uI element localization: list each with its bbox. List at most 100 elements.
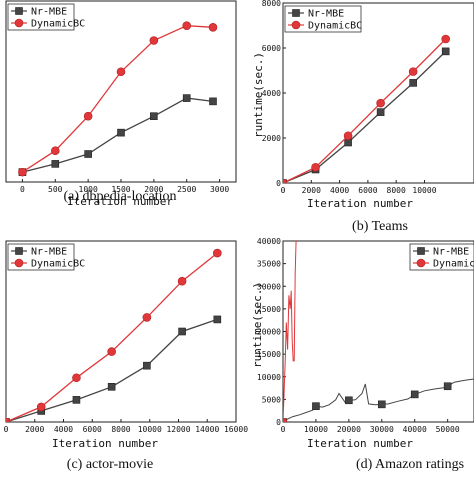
legend-label: Nr-MBE — [31, 7, 67, 18]
data-point-dynamicbc — [343, 131, 353, 141]
data-point-nr-mbe — [344, 138, 352, 147]
legend-marker — [292, 9, 300, 17]
legend-marker — [416, 258, 426, 268]
caption-c: (c) actor-movie — [67, 457, 153, 472]
y-tick-label: 20000 — [257, 328, 281, 337]
data-point-dynamicbc — [116, 67, 126, 77]
legend-marker — [14, 18, 24, 28]
data-point-dynamicbc — [376, 98, 385, 108]
xlabel-d: Iteration number — [307, 437, 413, 450]
ylabel-b: runtime(sec.) — [252, 52, 265, 138]
data-point-nr-mbe — [441, 47, 450, 56]
x-tick-label: 4000 — [330, 186, 349, 195]
x-tick-label: 2000 — [144, 185, 163, 194]
xlabel-a: Iteration number — [67, 195, 173, 208]
y-tick-label: 30000 — [257, 282, 281, 291]
data-point-nr-mbe — [107, 383, 116, 391]
data-point-dynamicbc — [441, 34, 451, 44]
data-point-dynamicbc — [213, 248, 222, 258]
x-tick-label: 0 — [281, 425, 286, 434]
y-tick-label: 40000 — [257, 237, 281, 246]
y-tick-label: 15000 — [257, 350, 281, 359]
plot-2: 0 2000 4000 6000 8000 10000 12000 14000 16000 Nr-… — [4, 240, 248, 434]
data-point-nr-mbe — [143, 361, 151, 370]
caption-d: (d) Amazon ratings — [356, 457, 464, 472]
x-tick-label: 20000 — [337, 425, 361, 434]
legend-label: DynamicBC — [31, 259, 85, 270]
x-tick-label: 6000 — [83, 425, 102, 434]
plot-1: 0 2000 4000 6000 8000 1000002000400060008000N… — [262, 0, 474, 195]
data-point-dynamicbc — [6, 417, 11, 422]
series-line-nr-mbe — [283, 378, 474, 422]
x-tick-label: 0 — [20, 185, 25, 194]
data-point-nr-mbe — [443, 382, 452, 391]
caption-a: (a) dbpedia-location — [63, 189, 176, 204]
y-tick-label: 2000 — [262, 134, 281, 143]
data-point-nr-mbe — [117, 128, 125, 137]
panel-b: (b) Teams Iteration number runtime(sec.) — [252, 52, 413, 234]
data-point-dynamicbc — [208, 23, 218, 32]
x-tick-label: 14000 — [195, 425, 219, 434]
series-layer — [18, 21, 218, 177]
data-point-nr-mbe — [182, 94, 191, 102]
xlabel-b: Iteration number — [307, 197, 413, 210]
y-tick-label: 5000 — [262, 395, 281, 404]
caption-b: (b) Teams — [352, 219, 408, 234]
x-tick-label: 1500 — [111, 185, 130, 194]
ylabel-d: runtime(sec.) — [251, 282, 264, 368]
series-line-dynamicbc — [283, 38, 447, 183]
legend-label: DynamicBC — [31, 19, 85, 30]
x-tick-label: 30000 — [370, 425, 394, 434]
data-point-nr-mbe — [72, 396, 81, 404]
data-point-dynamicbc — [50, 146, 60, 156]
x-tick-label: 50000 — [436, 425, 460, 434]
x-tick-label: 0 — [281, 186, 286, 195]
y-tick-label: 4000 — [262, 89, 281, 98]
data-point-dynamicbc — [283, 178, 288, 183]
x-tick-label: 8000 — [387, 186, 406, 195]
legend-marker — [417, 247, 425, 255]
series-layer — [6, 248, 222, 422]
data-point-dynamicbc — [408, 67, 418, 76]
x-tick-label: 0 — [4, 425, 9, 434]
data-point-dynamicbc — [36, 402, 46, 412]
series-line-dynamicbc — [6, 252, 218, 422]
data-point-dynamicbc — [83, 111, 93, 121]
data-point-dynamicbc — [311, 162, 320, 172]
legend-label: Nr-MBE — [308, 9, 344, 20]
legend-marker — [15, 247, 23, 255]
data-point-dynamicbc — [142, 313, 152, 322]
data-point-nr-mbe — [376, 108, 385, 116]
y-tick-label: 0 — [276, 418, 281, 427]
data-point-dynamicbc — [182, 21, 192, 30]
data-point-dynamicbc — [18, 167, 27, 177]
legend-marker — [291, 20, 301, 30]
data-point-dynamicbc — [72, 373, 81, 383]
legend-marker — [14, 258, 24, 268]
x-tick-label: 2500 — [177, 185, 196, 194]
y-tick-label: 0 — [276, 179, 281, 188]
series-line-dynamicbc — [283, 241, 297, 422]
legend-label: DynamicBC — [308, 21, 362, 32]
x-tick-label: 10000 — [138, 425, 162, 434]
data-point-nr-mbe — [209, 97, 217, 106]
data-point-nr-mbe — [410, 390, 419, 399]
data-point-nr-mbe — [345, 396, 353, 405]
series-layer — [283, 34, 451, 183]
panel-c: (c) actor-movie Iteration number — [52, 437, 158, 472]
data-point-nr-mbe — [312, 402, 320, 410]
series-layer — [283, 241, 474, 422]
x-tick-label: 10000 — [304, 425, 328, 434]
x-tick-label: 2000 — [302, 186, 321, 195]
panel-a: (a) dbpedia-location Iteration number — [63, 189, 176, 208]
data-point-nr-mbe — [377, 400, 386, 409]
data-point-nr-mbe — [178, 327, 186, 336]
x-tick-label: 500 — [48, 185, 63, 194]
